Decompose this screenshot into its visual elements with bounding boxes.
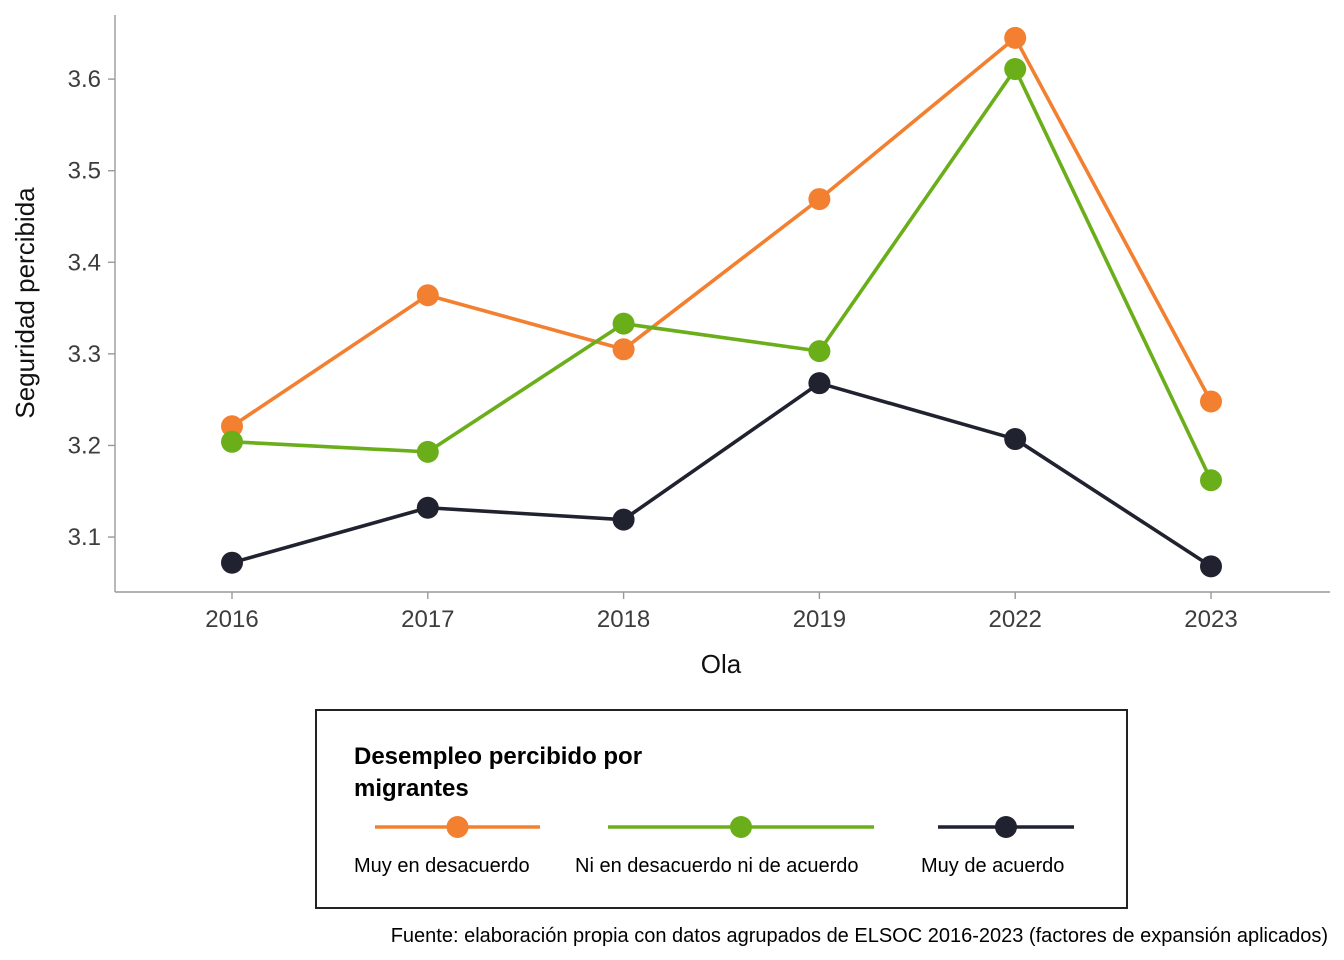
- legend-label: Muy de acuerdo: [921, 855, 1064, 877]
- data-point: [1004, 26, 1027, 49]
- x-axis-title: Ola: [701, 649, 742, 679]
- legend-item: Muy en desacuerdo: [354, 816, 540, 877]
- data-point: [416, 496, 439, 519]
- legend-label: Ni en desacuerdo ni de acuerdo: [575, 855, 859, 877]
- data-point: [1004, 428, 1027, 451]
- x-ticks: 2016 2017 2018 2019 2022 2023: [205, 592, 1238, 633]
- data-point: [416, 440, 439, 463]
- series-line: [231, 67, 1213, 482]
- y-tick-label: 3.1: [68, 524, 101, 551]
- data-point: [416, 284, 439, 307]
- data-point: [808, 188, 831, 211]
- y-ticks: 3.1 3.2 3.3 3.4 3.5 3.6: [68, 66, 115, 551]
- data-point: [1200, 390, 1222, 413]
- legend-box: [315, 709, 1128, 909]
- legend-key-point: [995, 816, 1017, 838]
- data-point: [221, 551, 243, 574]
- data-point: [612, 338, 635, 361]
- x-tick-label: 2018: [597, 606, 650, 633]
- data-point: [808, 372, 831, 395]
- y-tick-label: 3.6: [68, 66, 101, 93]
- legend-key-point: [446, 816, 469, 838]
- data-point: [808, 340, 831, 363]
- x-tick-label: 2017: [401, 606, 454, 633]
- series-1: [221, 26, 1222, 438]
- legend: Desempleo percibido por migrantes Muy en…: [315, 709, 1128, 909]
- data-point: [1200, 555, 1222, 578]
- x-tick-label: 2016: [205, 606, 258, 633]
- x-tick-label: 2019: [793, 606, 846, 633]
- legend-item: Ni en desacuerdo ni de acuerdo: [575, 816, 874, 877]
- y-tick-label: 3.4: [68, 249, 101, 276]
- legend-title-line2: migrantes: [354, 775, 469, 802]
- data-point: [1004, 58, 1027, 81]
- series-line: [231, 381, 1212, 568]
- x-tick-label: 2022: [989, 606, 1042, 633]
- y-tick-label: 3.3: [68, 341, 101, 368]
- data-point: [1200, 469, 1222, 492]
- series-line: [230, 36, 1213, 428]
- series-2: [221, 58, 1222, 492]
- legend-key-point: [730, 816, 752, 838]
- legend-label: Muy en desacuerdo: [354, 855, 530, 877]
- caption: Fuente: elaboración propia con datos agr…: [391, 925, 1328, 947]
- legend-items: Muy en desacuerdo Ni en desacuerdo ni de …: [354, 816, 1074, 877]
- data-point: [221, 415, 243, 438]
- series-layer: [221, 26, 1222, 578]
- y-tick-label: 3.2: [68, 432, 101, 459]
- legend-title-line1: Desempleo percibido por: [354, 743, 642, 770]
- x-tick-label: 2023: [1184, 606, 1237, 633]
- series-3: [221, 372, 1222, 578]
- axes: [114, 15, 1330, 593]
- data-point: [612, 508, 635, 531]
- data-point: [612, 312, 635, 335]
- legend-item: Muy de acuerdo: [921, 816, 1074, 877]
- y-axis-title: Seguridad percibida: [10, 187, 40, 419]
- data-point: [221, 430, 243, 453]
- y-tick-label: 3.5: [68, 158, 101, 185]
